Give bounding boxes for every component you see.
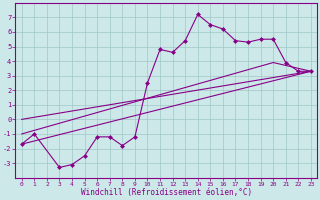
X-axis label: Windchill (Refroidissement éolien,°C): Windchill (Refroidissement éolien,°C)	[81, 188, 252, 197]
